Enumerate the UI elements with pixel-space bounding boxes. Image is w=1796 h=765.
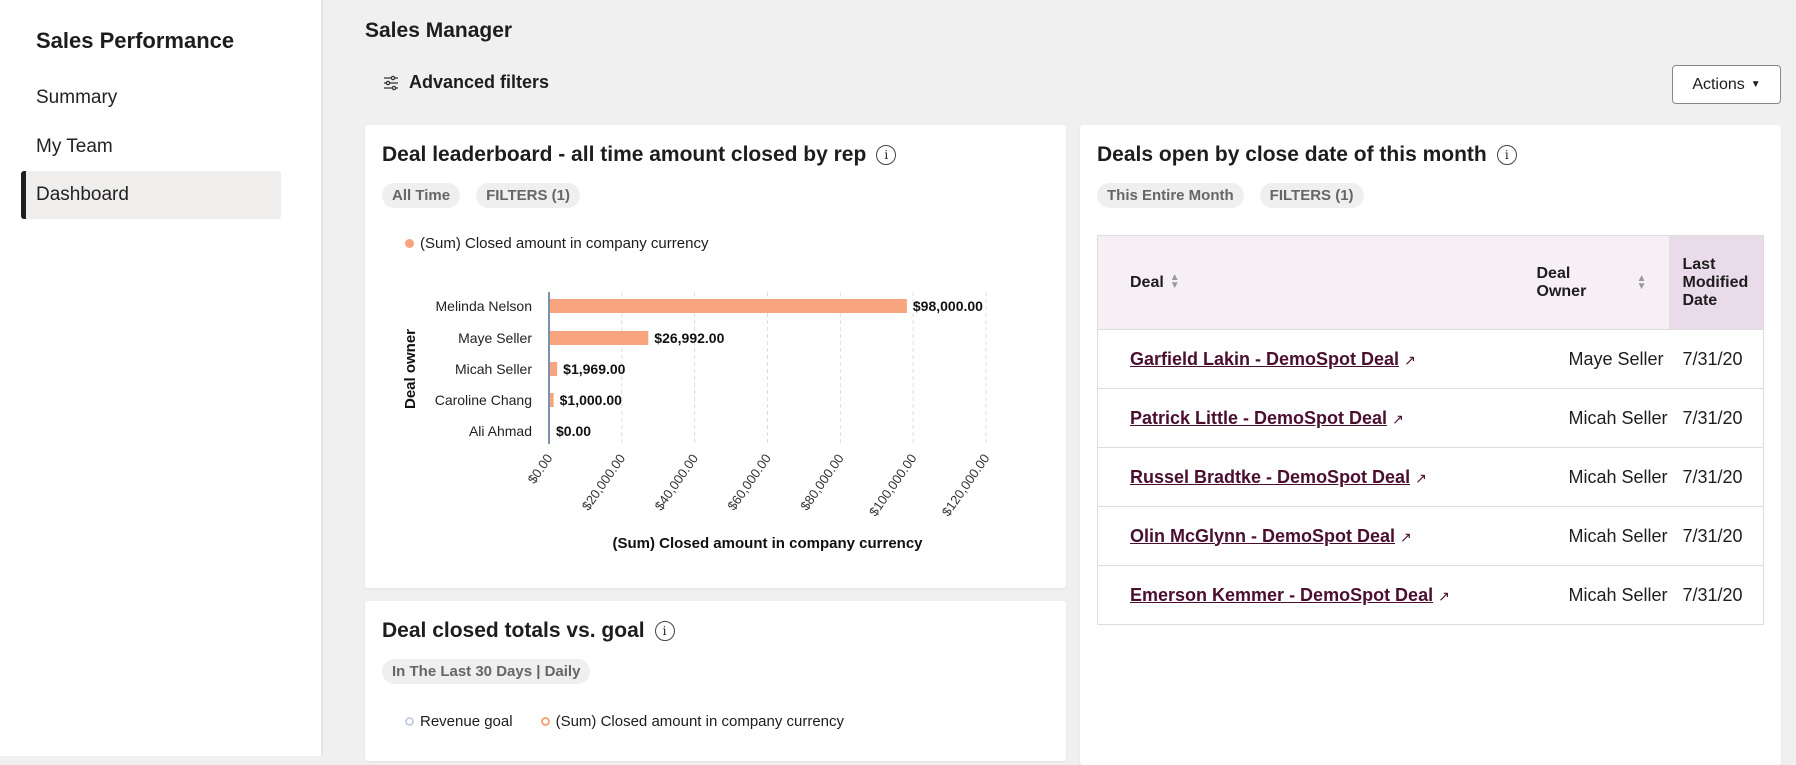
legend-label: Revenue goal: [420, 713, 513, 730]
column-header-last-modified[interactable]: Last Modified Date: [1668, 235, 1764, 330]
deal-cell: Garfield Lakin - DemoSpot Deal ↗: [1097, 329, 1537, 389]
deal-cell: Emerson Kemmer - DemoSpot Deal ↗: [1097, 565, 1537, 625]
date-cell: 7/31/20: [1668, 388, 1764, 448]
x-tick-label: $20,000.00: [579, 451, 629, 513]
filters-pill[interactable]: FILTERS (1): [1259, 183, 1364, 208]
date-cell: 7/31/20: [1668, 506, 1764, 566]
owner-cell: Micah Seller: [1536, 506, 1669, 566]
column-header-deal[interactable]: Deal ▲ ▼: [1097, 235, 1537, 330]
external-link-icon[interactable]: ↗: [1400, 528, 1412, 545]
legend-dot: [405, 239, 414, 248]
y-tick-label: Micah Seller: [455, 361, 532, 377]
deal-cell: Patrick Little - DemoSpot Deal ↗: [1097, 388, 1537, 448]
owner-cell: Micah Seller: [1536, 565, 1669, 625]
y-tick-label: Ali Ahmad: [469, 423, 532, 439]
data-label: $1,969.00: [563, 361, 625, 377]
table-row: Garfield Lakin - DemoSpot Deal ↗ Maye Sel…: [1097, 329, 1764, 389]
bar: [550, 362, 558, 376]
actions-button[interactable]: Actions ▼: [1672, 65, 1781, 104]
deal-link[interactable]: Russel Bradtke - DemoSpot Deal: [1130, 466, 1411, 487]
date-range-pill[interactable]: All Time: [382, 183, 461, 208]
date-range-pill[interactable]: In The Last 30 Days | Daily: [382, 659, 591, 684]
date-cell: 7/31/20: [1668, 329, 1764, 389]
info-icon[interactable]: i: [654, 621, 675, 641]
external-link-icon[interactable]: ↗: [1392, 410, 1404, 427]
info-icon[interactable]: i: [1496, 145, 1517, 165]
deals-open-title: Deals open by close date of this month: [1097, 143, 1487, 166]
x-tick-label: $40,000.00: [652, 451, 702, 513]
x-tick-label: $120,000.00: [939, 451, 993, 519]
deal-link[interactable]: Olin McGlynn - DemoSpot Deal: [1130, 525, 1396, 546]
owner-cell: Micah Seller: [1536, 388, 1669, 448]
table-row: Emerson Kemmer - DemoSpot Deal ↗ Micah Se…: [1097, 565, 1764, 625]
external-link-icon[interactable]: ↗: [1415, 469, 1427, 486]
sidebar-item-summary[interactable]: Summary: [36, 87, 118, 108]
advanced-filters-button[interactable]: Advanced filters: [383, 72, 549, 93]
sidebar-item-dashboard[interactable]: Dashboard: [21, 171, 281, 219]
table-row: Patrick Little - DemoSpot Deal ↗ Micah Se…: [1097, 388, 1764, 448]
page-title: Sales Manager: [365, 19, 513, 42]
data-label: $0.00: [556, 423, 591, 439]
bar: [550, 393, 554, 407]
x-tick-label: $80,000.00: [797, 451, 847, 513]
x-tick-label: $0.00: [525, 451, 556, 486]
sidebar-title: Sales Performance: [36, 28, 235, 53]
goal-card: Deal closed totals vs. goal i In The Last…: [365, 601, 1066, 761]
sidebar: Sales Performance Summary My Team Dashbo…: [0, 0, 323, 756]
caret-down-icon: ▼: [1750, 79, 1761, 90]
deal-link[interactable]: Emerson Kemmer - DemoSpot Deal: [1130, 584, 1434, 605]
date-cell: 7/31/20: [1668, 565, 1764, 625]
data-label: $1,000.00: [560, 392, 622, 408]
y-axis-title: Deal owner: [402, 329, 419, 409]
goal-legend: Revenue goal (Sum) Closed amount in comp…: [405, 713, 844, 730]
leaderboard-title: Deal leaderboard - all time amount close…: [382, 143, 867, 166]
deal-link[interactable]: Patrick Little - DemoSpot Deal: [1130, 407, 1388, 428]
chart-legend: (Sum) Closed amount in company currency: [405, 235, 708, 252]
sidebar-item-my-team[interactable]: My Team: [36, 136, 113, 157]
leaderboard-card: Deal leaderboard - all time amount close…: [365, 125, 1066, 588]
legend-dot: [405, 717, 414, 726]
deal-link[interactable]: Garfield Lakin - DemoSpot Deal: [1130, 348, 1400, 369]
x-axis-title: (Sum) Closed amount in company currency: [612, 535, 923, 552]
data-label: $98,000.00: [913, 298, 983, 314]
info-icon[interactable]: i: [876, 145, 897, 165]
goal-title: Deal closed totals vs. goal: [382, 619, 645, 642]
external-link-icon[interactable]: ↗: [1404, 351, 1416, 368]
sliders-icon: [384, 75, 398, 90]
date-cell: 7/31/20: [1668, 447, 1764, 507]
legend-label: (Sum) Closed amount in company currency: [420, 235, 709, 252]
y-tick-label: Caroline Chang: [435, 392, 532, 408]
advanced-filters-label: Advanced filters: [409, 72, 550, 92]
x-tick-label: $100,000.00: [866, 451, 920, 519]
y-tick-label: Melinda Nelson: [436, 298, 533, 314]
x-tick-label: $60,000.00: [724, 451, 774, 513]
deals-open-card: Deals open by close date of this month i …: [1080, 125, 1781, 765]
owner-cell: Micah Seller: [1536, 447, 1669, 507]
deals-table: Deal ▲ ▼ Deal Owner ▲ ▼ Last Modified Date G…: [1097, 235, 1764, 625]
legend-dot: [540, 717, 550, 726]
table-row: Olin McGlynn - DemoSpot Deal ↗ Micah Sell…: [1097, 506, 1764, 566]
sort-icon[interactable]: ▲ ▼: [1169, 272, 1180, 292]
table-row: Russel Bradtke - DemoSpot Deal ↗ Micah Se…: [1097, 447, 1764, 507]
data-label: $26,992.00: [654, 330, 724, 346]
bar: [550, 299, 907, 313]
y-tick-label: Maye Seller: [458, 330, 532, 346]
bar: [550, 331, 649, 345]
filters-pill[interactable]: FILTERS (1): [476, 183, 580, 208]
legend-label: (Sum) Closed amount in company currency: [555, 713, 845, 730]
column-header-deal-owner[interactable]: Deal Owner ▲ ▼: [1536, 235, 1669, 330]
sort-icon[interactable]: ▲ ▼: [1636, 272, 1647, 292]
deal-cell: Russel Bradtke - DemoSpot Deal ↗: [1097, 447, 1537, 507]
owner-cell: Maye Seller: [1536, 329, 1669, 389]
deal-cell: Olin McGlynn - DemoSpot Deal ↗: [1097, 506, 1537, 566]
actions-label: Actions: [1692, 75, 1745, 93]
external-link-icon[interactable]: ↗: [1438, 587, 1450, 604]
date-range-pill[interactable]: This Entire Month: [1097, 183, 1244, 208]
